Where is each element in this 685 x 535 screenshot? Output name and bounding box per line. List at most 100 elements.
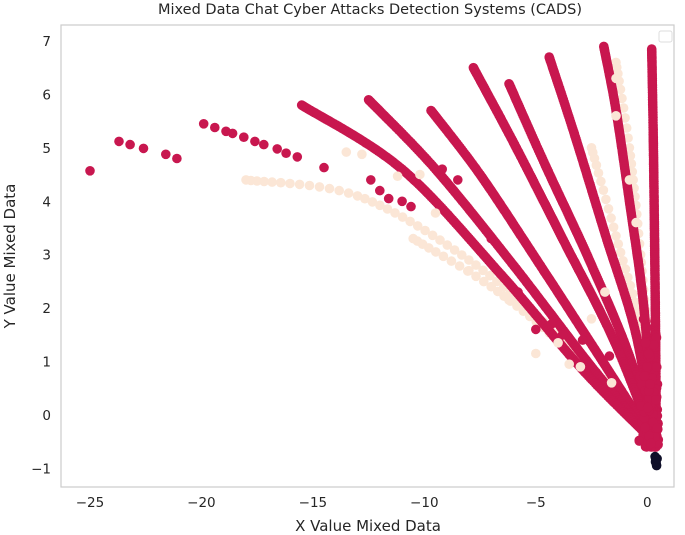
data-point bbox=[259, 140, 269, 150]
data-point bbox=[614, 239, 624, 249]
data-point bbox=[640, 423, 650, 433]
data-point bbox=[605, 351, 615, 361]
data-point bbox=[531, 349, 541, 359]
data-point bbox=[406, 202, 416, 212]
data-point bbox=[285, 179, 295, 189]
data-point bbox=[531, 325, 541, 335]
data-point bbox=[85, 166, 95, 176]
data-point bbox=[599, 185, 609, 195]
legend-box bbox=[659, 31, 672, 42]
data-point bbox=[325, 184, 335, 194]
data-point bbox=[606, 213, 616, 223]
data-point bbox=[199, 119, 209, 129]
data-point bbox=[437, 164, 447, 174]
x-tick-label: 0 bbox=[643, 495, 652, 511]
data-point bbox=[125, 140, 135, 150]
data-point bbox=[281, 148, 291, 158]
data-point bbox=[228, 129, 238, 139]
data-point bbox=[315, 182, 325, 192]
x-tick-label: −20 bbox=[187, 495, 216, 511]
data-point bbox=[239, 132, 249, 142]
data-point bbox=[553, 338, 563, 348]
data-point bbox=[649, 340, 659, 350]
data-point bbox=[267, 177, 277, 187]
data-point bbox=[547, 319, 557, 329]
data-point bbox=[114, 137, 124, 147]
data-point bbox=[453, 175, 463, 185]
data-point bbox=[651, 395, 661, 405]
data-point bbox=[344, 188, 354, 198]
data-point bbox=[631, 218, 641, 228]
data-point bbox=[272, 144, 282, 154]
y-tick-label: 7 bbox=[42, 34, 51, 50]
data-point bbox=[504, 295, 514, 305]
y-tick-label: −1 bbox=[31, 461, 51, 477]
data-point bbox=[650, 317, 660, 327]
data-point bbox=[172, 154, 182, 164]
data-point bbox=[397, 197, 407, 207]
y-tick-label: 4 bbox=[42, 194, 51, 210]
x-tick-label: −15 bbox=[299, 495, 328, 511]
data-point bbox=[596, 177, 606, 187]
data-point bbox=[210, 123, 220, 133]
data-point bbox=[652, 362, 662, 372]
data-point bbox=[642, 323, 652, 333]
data-point bbox=[652, 454, 662, 464]
data-point bbox=[587, 314, 597, 324]
data-point bbox=[644, 349, 654, 359]
data-point bbox=[642, 362, 652, 372]
data-point bbox=[319, 163, 329, 173]
data-point bbox=[604, 204, 614, 214]
data-point bbox=[601, 195, 611, 205]
data-point bbox=[415, 170, 425, 180]
data-point bbox=[431, 208, 441, 218]
data-point bbox=[578, 335, 588, 345]
data-point bbox=[643, 403, 653, 413]
x-axis-label: X Value Mixed Data bbox=[295, 517, 441, 535]
y-axis-ticks: −101234567 bbox=[31, 34, 51, 477]
x-tick-label: −25 bbox=[76, 495, 105, 511]
data-point bbox=[276, 178, 286, 188]
data-point bbox=[250, 137, 260, 147]
data-point bbox=[366, 175, 376, 185]
x-tick-label: −5 bbox=[526, 495, 546, 511]
data-point bbox=[616, 248, 626, 258]
data-point bbox=[464, 266, 474, 276]
data-point bbox=[646, 439, 656, 449]
plot-frame bbox=[61, 25, 674, 487]
data-point bbox=[607, 378, 617, 388]
data-point bbox=[334, 186, 344, 196]
data-point bbox=[576, 362, 586, 372]
data-point bbox=[625, 175, 635, 185]
data-point bbox=[600, 287, 610, 297]
data-point bbox=[486, 234, 496, 244]
data-point bbox=[342, 147, 352, 157]
data-point bbox=[293, 152, 303, 162]
data-point bbox=[295, 180, 305, 190]
data-point bbox=[439, 251, 449, 261]
x-tick-label: −10 bbox=[410, 495, 439, 511]
data-point bbox=[611, 111, 621, 121]
y-tick-label: 1 bbox=[42, 355, 51, 371]
data-point bbox=[645, 379, 655, 389]
data-point bbox=[357, 150, 367, 160]
y-tick-label: 6 bbox=[42, 87, 51, 103]
data-point bbox=[639, 314, 649, 324]
y-axis-label: Y Value Mixed Data bbox=[1, 184, 19, 330]
x-axis-ticks: −25 −20 −15 −10 −5 0 bbox=[76, 495, 652, 511]
data-point bbox=[375, 186, 385, 196]
data-point bbox=[635, 436, 645, 446]
data-point bbox=[161, 150, 171, 160]
data-point bbox=[305, 181, 315, 191]
y-tick-label: 5 bbox=[42, 141, 51, 157]
y-tick-label: 3 bbox=[42, 248, 51, 264]
data-point bbox=[653, 423, 663, 433]
data-point bbox=[611, 231, 621, 241]
data-point bbox=[447, 256, 457, 266]
data-point bbox=[609, 222, 619, 232]
data-point bbox=[513, 287, 523, 297]
data-point bbox=[594, 168, 604, 178]
y-tick-label: 2 bbox=[42, 301, 51, 317]
data-point bbox=[564, 359, 574, 369]
